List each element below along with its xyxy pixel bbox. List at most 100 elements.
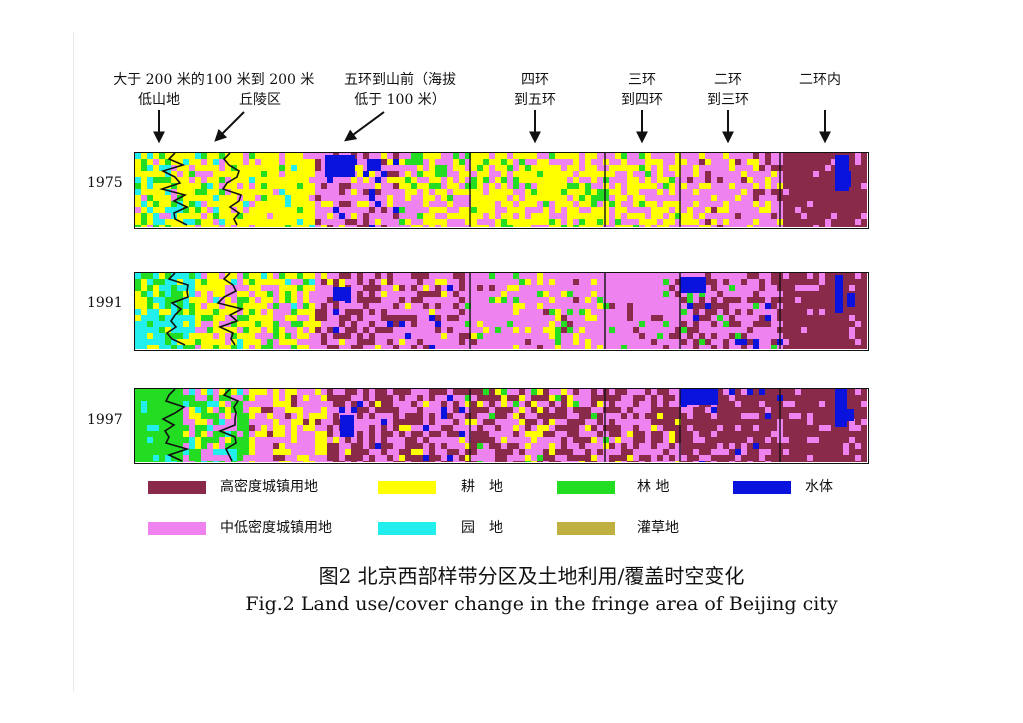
land-cell-mid_low_urban	[693, 449, 700, 456]
land-cell-mid_low_urban	[747, 437, 754, 444]
land-cell-mid_low_urban	[339, 443, 346, 450]
land-cell-high_urban	[861, 219, 867, 226]
land-cell-mid_low_urban	[411, 201, 418, 208]
land-cell-farmland	[537, 273, 544, 280]
land-cell-high_urban	[591, 389, 598, 396]
land-cell-farmland	[255, 183, 262, 190]
land-cell-high_urban	[483, 395, 490, 402]
land-cell-farmland	[423, 401, 430, 408]
land-cell-mid_low_urban	[849, 419, 856, 426]
land-cell-forest	[279, 273, 286, 280]
land-cell-farmland	[627, 213, 634, 220]
land-cell-farmland	[591, 279, 598, 286]
land-cell-mid_low_urban	[453, 297, 460, 304]
land-cell-farmland	[225, 273, 232, 280]
land-cell-mid_low_urban	[465, 315, 472, 322]
land-cell-farmland	[747, 225, 754, 227]
land-cell-farmland	[147, 201, 154, 208]
land-cell-farmland	[423, 213, 430, 220]
land-cell-high_urban	[585, 449, 592, 456]
land-cell-farmland	[243, 165, 250, 172]
land-cell-mid_low_urban	[687, 321, 694, 328]
land-cell-high_urban	[831, 279, 838, 286]
land-cell-forest	[177, 413, 184, 420]
land-cell-farmland	[231, 339, 238, 346]
land-cell-mid_low_urban	[687, 339, 694, 346]
land-cell-farmland	[693, 171, 700, 178]
land-cell-farmland	[483, 153, 490, 160]
land-cell-mid_low_urban	[501, 309, 508, 316]
land-cell-forest	[537, 291, 544, 298]
land-cell-high_urban	[747, 407, 754, 414]
land-cell-high_urban	[783, 455, 790, 462]
land-cell-farmland	[243, 279, 250, 286]
land-cell-mid_low_urban	[375, 171, 382, 178]
land-cell-mid_low_urban	[717, 183, 724, 190]
land-cell-high_urban	[771, 449, 778, 456]
land-cell-farmland	[543, 177, 550, 184]
land-cell-high_urban	[393, 171, 400, 178]
land-cell-farmland	[495, 159, 502, 166]
land-cell-high_urban	[717, 291, 724, 298]
land-cell-mid_low_urban	[255, 425, 262, 432]
land-cell-high_urban	[855, 171, 862, 178]
land-cell-farmland	[213, 279, 220, 286]
land-cell-farmland	[135, 171, 142, 178]
land-cell-mid_low_urban	[489, 449, 496, 456]
land-cell-farmland	[483, 195, 490, 202]
land-cell-mid_low_urban	[591, 419, 598, 426]
land-cell-farmland	[591, 225, 598, 227]
land-cell-mid_low_urban	[423, 309, 430, 316]
land-cell-high_urban	[387, 279, 394, 286]
land-cell-mid_low_urban	[633, 159, 640, 166]
year-label-1997: 1997	[87, 412, 123, 428]
land-cell-mid_low_urban	[597, 425, 604, 432]
land-cell-mid_low_urban	[357, 207, 364, 214]
land-cell-high_urban	[825, 195, 832, 202]
land-cell-farmland	[489, 201, 496, 208]
land-cell-farmland	[219, 201, 226, 208]
land-cell-farmland	[207, 407, 214, 414]
land-cell-mid_low_urban	[255, 455, 262, 462]
land-cell-farmland	[351, 189, 358, 196]
land-cell-mid_low_urban	[771, 219, 778, 226]
land-cell-farmland	[219, 213, 226, 220]
land-cell-forest	[411, 153, 418, 160]
land-cell-mid_low_urban	[333, 213, 340, 220]
land-cell-mid_low_urban	[609, 177, 616, 184]
land-cell-high_urban	[393, 183, 400, 190]
land-cell-mid_low_urban	[507, 183, 514, 190]
land-cell-high_urban	[345, 455, 352, 462]
land-cell-mid_low_urban	[417, 195, 424, 202]
land-cell-mid_low_urban	[255, 333, 262, 340]
land-cell-mid_low_urban	[633, 389, 640, 396]
land-cell-forest	[201, 315, 208, 322]
land-cell-high_urban	[753, 291, 760, 298]
land-cell-high_urban	[699, 425, 706, 432]
land-cell-high_urban	[741, 437, 748, 444]
land-cell-mid_low_urban	[315, 303, 322, 310]
land-cell-farmland	[231, 153, 238, 160]
land-cell-mid_low_urban	[735, 315, 742, 322]
land-cell-mid_low_urban	[489, 407, 496, 414]
land-cell-mid_low_urban	[639, 171, 646, 178]
land-cell-farmland	[315, 449, 322, 456]
land-cell-farmland	[267, 153, 274, 160]
land-cell-high_urban	[741, 177, 748, 184]
land-cell-mid_low_urban	[681, 315, 688, 322]
land-cell-farmland	[471, 219, 478, 226]
land-cell-forest	[207, 315, 214, 322]
land-cell-mid_low_urban	[711, 165, 718, 172]
land-cell-forest	[243, 449, 250, 456]
land-cell-high_urban	[399, 297, 406, 304]
land-cell-high_urban	[765, 389, 772, 396]
land-cell-mid_low_urban	[753, 225, 760, 227]
land-cell-mid_low_urban	[525, 395, 532, 402]
land-cell-mid_low_urban	[183, 389, 190, 396]
land-cell-mid_low_urban	[423, 327, 430, 334]
land-cell-orchard	[231, 279, 238, 286]
land-cell-farmland	[171, 219, 178, 226]
land-cell-forest	[147, 431, 154, 438]
land-cell-mid_low_urban	[279, 309, 286, 316]
land-cell-mid_low_urban	[549, 285, 556, 292]
